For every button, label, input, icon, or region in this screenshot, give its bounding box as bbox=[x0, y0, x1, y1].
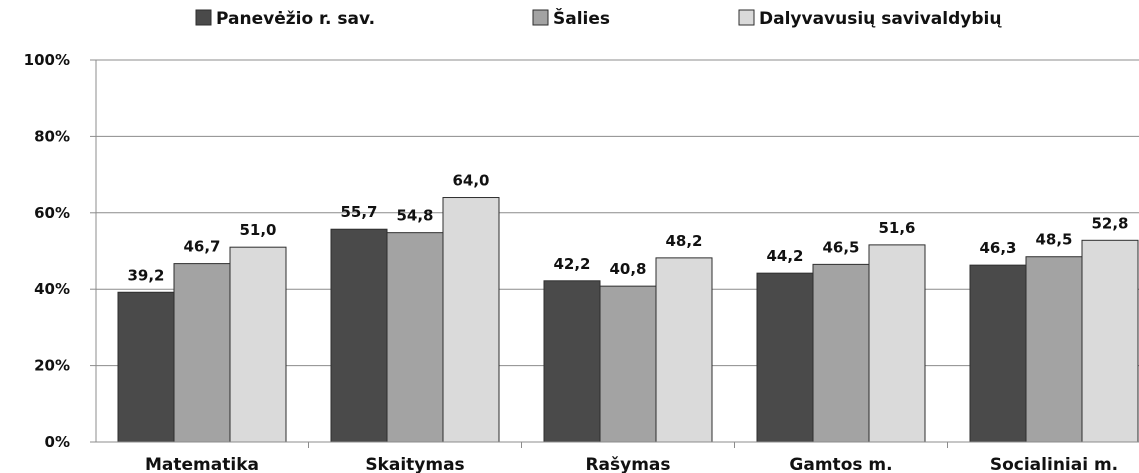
x-tick-label: Socialiniai m. bbox=[990, 455, 1118, 473]
y-tick-label: 40% bbox=[34, 280, 70, 298]
legend-swatch bbox=[195, 9, 212, 26]
bar bbox=[1025, 256, 1083, 443]
bar bbox=[229, 246, 287, 443]
y-tick-label: 60% bbox=[34, 204, 70, 222]
bars bbox=[117, 197, 1139, 443]
legend-label: Dalyvavusių savivaldybių bbox=[759, 9, 1002, 29]
y-tick-label: 0% bbox=[45, 433, 70, 451]
data-label: 54,8 bbox=[396, 207, 433, 225]
x-tick-label: Rašymas bbox=[585, 455, 670, 473]
data-label: 48,2 bbox=[665, 232, 702, 250]
bar bbox=[386, 232, 444, 443]
data-label: 46,3 bbox=[979, 239, 1016, 257]
x-tick-label: Matematika bbox=[145, 455, 259, 473]
legend-label: Šalies bbox=[553, 7, 610, 29]
bar bbox=[330, 228, 388, 443]
bar bbox=[969, 264, 1027, 443]
data-label: 39,2 bbox=[127, 266, 164, 284]
bar bbox=[812, 263, 870, 443]
data-label: 51,6 bbox=[878, 219, 915, 237]
bar bbox=[543, 280, 601, 443]
bar bbox=[173, 263, 231, 443]
bar bbox=[655, 257, 713, 443]
data-label: 51,0 bbox=[239, 221, 276, 239]
legend-label: Panevėžio r. sav. bbox=[216, 9, 375, 29]
bar bbox=[599, 285, 657, 443]
data-label: 42,2 bbox=[553, 255, 590, 273]
data-label: 46,5 bbox=[822, 238, 859, 256]
y-tick-label: 80% bbox=[34, 127, 70, 145]
axes: 0% 20% 40% 60% 80% 100% Matematika Skaitymas Raš… bbox=[24, 51, 1139, 473]
y-tick-label: 20% bbox=[34, 357, 70, 375]
bar bbox=[442, 197, 500, 443]
data-label: 44,2 bbox=[766, 247, 803, 265]
y-tick-label: 100% bbox=[24, 51, 70, 69]
x-tick-label: Gamtos m. bbox=[789, 455, 892, 473]
bar bbox=[1081, 239, 1139, 443]
data-label: 52,8 bbox=[1091, 214, 1128, 232]
legend-swatch bbox=[532, 9, 549, 26]
data-labels: 39,2 46,7 51,0 55,7 54,8 64,0 42,2 40,8 48,2 44,2… bbox=[127, 172, 1128, 285]
legend: Panevėžio r. sav. Šalies Dalyvavusių saviv… bbox=[195, 7, 1002, 29]
data-label: 64,0 bbox=[452, 172, 489, 190]
bar bbox=[868, 244, 926, 443]
bar bbox=[117, 291, 175, 443]
legend-swatch bbox=[738, 9, 755, 26]
data-label: 55,7 bbox=[340, 203, 377, 221]
bar bbox=[756, 272, 814, 443]
data-label: 46,7 bbox=[183, 238, 220, 256]
data-label: 48,5 bbox=[1035, 231, 1072, 249]
x-tick-label: Skaitymas bbox=[365, 455, 464, 473]
data-label: 40,8 bbox=[609, 260, 646, 278]
